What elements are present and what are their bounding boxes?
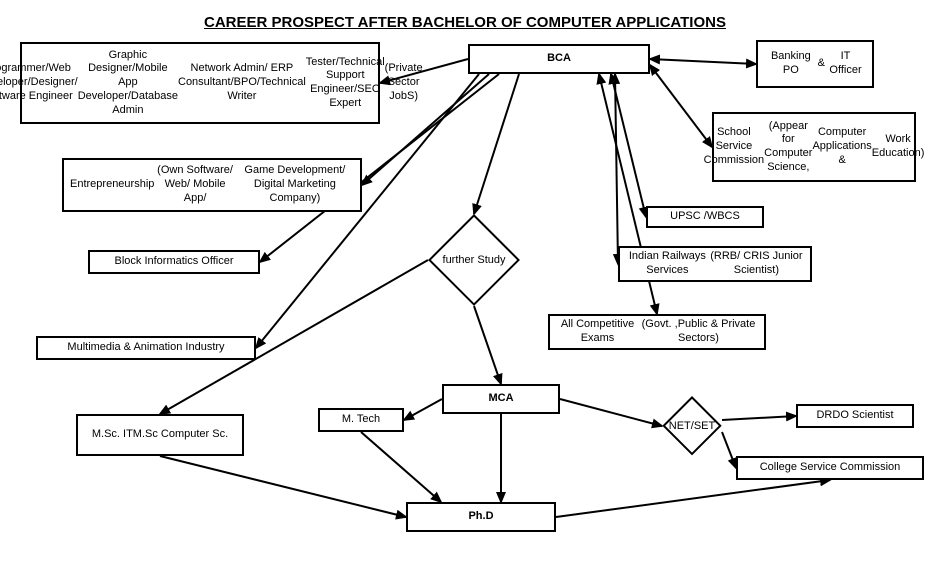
box-upsc: UPSC /WBCS: [646, 206, 764, 228]
arrow-msc-to-phd: [160, 456, 406, 517]
diamond-further: further Study: [428, 214, 520, 306]
diamond-label: further Study: [443, 254, 506, 266]
text-line: MCA: [488, 392, 513, 406]
text-line: IT Officer: [825, 50, 866, 78]
box-msc: M.Sc. ITM.Sc Computer Sc.: [76, 414, 244, 456]
text-line: Multimedia & Animation Industry: [67, 341, 224, 355]
text-line: Block Informatics Officer: [115, 255, 234, 269]
arrow-bca-to-banking: [650, 59, 756, 64]
text-line: UPSC /WBCS: [670, 210, 740, 224]
box-banking: Banking PO&IT Officer: [756, 40, 874, 88]
text-line: Network Admin/ ERP Consultant/BPO/Techni…: [178, 62, 306, 103]
arrow-netset-to-drdo: [722, 416, 796, 420]
arrow-further-to-mca: [474, 306, 501, 384]
text-line: Banking PO: [764, 50, 818, 78]
diamond-netset: NET/SET: [662, 396, 722, 456]
text-line: Indian Railways Services: [626, 250, 709, 278]
text-line: BCA: [547, 52, 571, 66]
box-csc: College Service Commission: [736, 456, 924, 480]
text-line: Ph.D: [468, 510, 493, 524]
box-multimedia: Multimedia & Animation Industry: [36, 336, 256, 360]
text-line: Work Education): [872, 133, 925, 161]
box-entre: Entrepreneurship(Own Software/ Web/ Mobi…: [62, 158, 362, 212]
box-bca: BCA: [468, 44, 650, 74]
box-mca: MCA: [442, 384, 560, 414]
box-phd: Ph.D: [406, 502, 556, 532]
text-line: &: [818, 57, 825, 71]
text-line: (Govt. ,Public & Private Sectors): [639, 318, 758, 346]
text-line: DRDO Scientist: [816, 409, 893, 423]
text-line: Computer Applications &: [812, 126, 871, 167]
box-private: Programmer/Web Developer/Designer/ Softw…: [20, 42, 380, 124]
arrow-mtech-to-phd: [361, 432, 441, 502]
text-line: (Own Software/ Web/ Mobile App/: [154, 164, 235, 205]
text-line: School Service Commission: [704, 126, 765, 167]
text-line: (RRB/ CRIS Junior Scientist): [709, 250, 804, 278]
arrow-mca-to-netset: [560, 399, 662, 426]
text-line: College Service Commission: [760, 461, 901, 475]
text-line: Tester/Technical Support Engineer/SEO Ex…: [306, 56, 385, 111]
arrow-csc-to-phd: [556, 480, 830, 517]
text-line: Game Development/ Digital Marketing Comp…: [236, 164, 354, 205]
text-line: M.Sc. IT: [92, 428, 133, 442]
text-line: All Competitive Exams: [556, 318, 639, 346]
text-line: Programmer/Web Developer/Designer/ Softw…: [0, 62, 78, 103]
text-line: Graphic Designer/Mobile App Developer/Da…: [78, 49, 178, 118]
text-line: M. Tech: [342, 413, 380, 427]
box-railways: Indian Railways Services(RRB/ CRIS Junio…: [618, 246, 812, 282]
box-mtech: M. Tech: [318, 408, 404, 432]
text-line: (Appear for Computer Science,: [764, 120, 812, 175]
arrow-bca-to-upsc: [611, 74, 646, 217]
text-line: Entrepreneurship: [70, 178, 154, 192]
arrow-bca-to-railways: [615, 74, 618, 264]
flowchart-stage: CAREER PROSPECT AFTER BACHELOR OF COMPUT…: [0, 0, 930, 570]
box-drdo: DRDO Scientist: [796, 404, 914, 428]
text-line: M.Sc Computer Sc.: [133, 428, 228, 442]
box-block: Block Informatics Officer: [88, 250, 260, 274]
arrow-mca-to-mtech: [404, 399, 442, 420]
arrow-bca-to-further: [474, 74, 519, 214]
arrow-netset-to-csc: [722, 432, 736, 468]
diamond-label: NET/SET: [669, 420, 715, 432]
text-line: (Private Sector JobS): [385, 62, 423, 103]
page-title: CAREER PROSPECT AFTER BACHELOR OF COMPUT…: [0, 14, 930, 31]
box-compexam: All Competitive Exams(Govt. ,Public & Pr…: [548, 314, 766, 350]
box-ssc: School Service Commission(Appear for Com…: [712, 112, 916, 182]
